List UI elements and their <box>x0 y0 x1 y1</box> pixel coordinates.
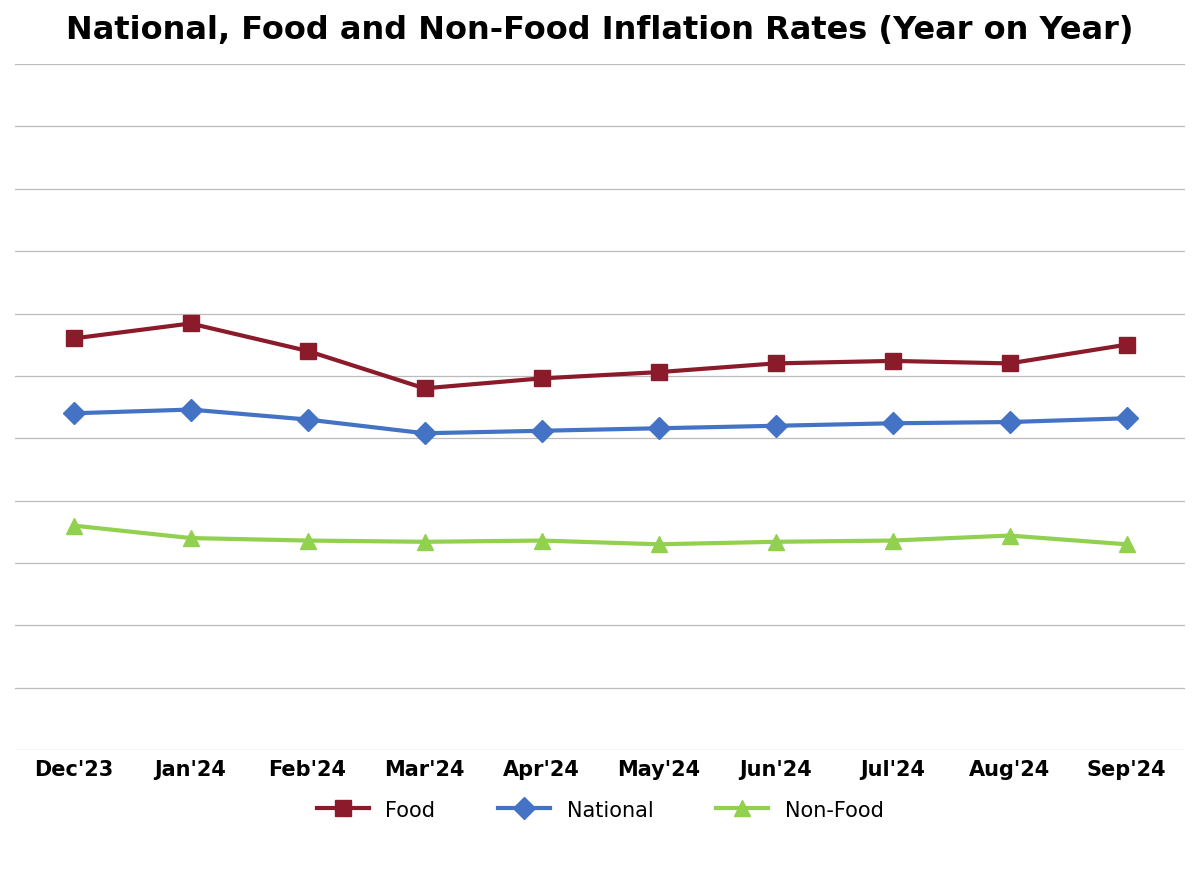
Non-Food <box>768 536 782 547</box>
Food <box>768 358 782 369</box>
Food <box>300 345 314 356</box>
Food <box>1002 358 1016 369</box>
Non-Food <box>652 539 666 550</box>
National <box>184 404 198 415</box>
Non-Food <box>1002 530 1016 541</box>
National <box>534 425 548 436</box>
Non-Food <box>534 535 548 546</box>
Line: Food: Food <box>66 316 1134 396</box>
National <box>768 420 782 431</box>
Non-Food <box>184 533 198 543</box>
Title: National, Food and Non-Food Inflation Rates (Year on Year): National, Food and Non-Food Inflation Ra… <box>66 15 1134 46</box>
Non-Food <box>66 520 80 531</box>
Food <box>184 318 198 329</box>
Food <box>66 333 80 344</box>
Non-Food <box>418 536 432 547</box>
Line: National: National <box>66 402 1134 441</box>
National <box>1002 416 1016 427</box>
Food <box>534 373 548 384</box>
Non-Food <box>1120 539 1134 550</box>
Non-Food <box>300 535 314 546</box>
Food <box>1120 339 1134 350</box>
Food <box>418 383 432 393</box>
Line: Non-Food: Non-Food <box>65 517 1135 552</box>
National <box>300 414 314 424</box>
National <box>652 423 666 433</box>
Non-Food <box>886 535 900 546</box>
National <box>418 428 432 439</box>
Food <box>886 355 900 366</box>
Food <box>652 367 666 377</box>
National <box>66 408 80 418</box>
National <box>1120 413 1134 424</box>
Legend: Food, National, Non-Food: Food, National, Non-Food <box>308 792 892 829</box>
National <box>886 418 900 429</box>
